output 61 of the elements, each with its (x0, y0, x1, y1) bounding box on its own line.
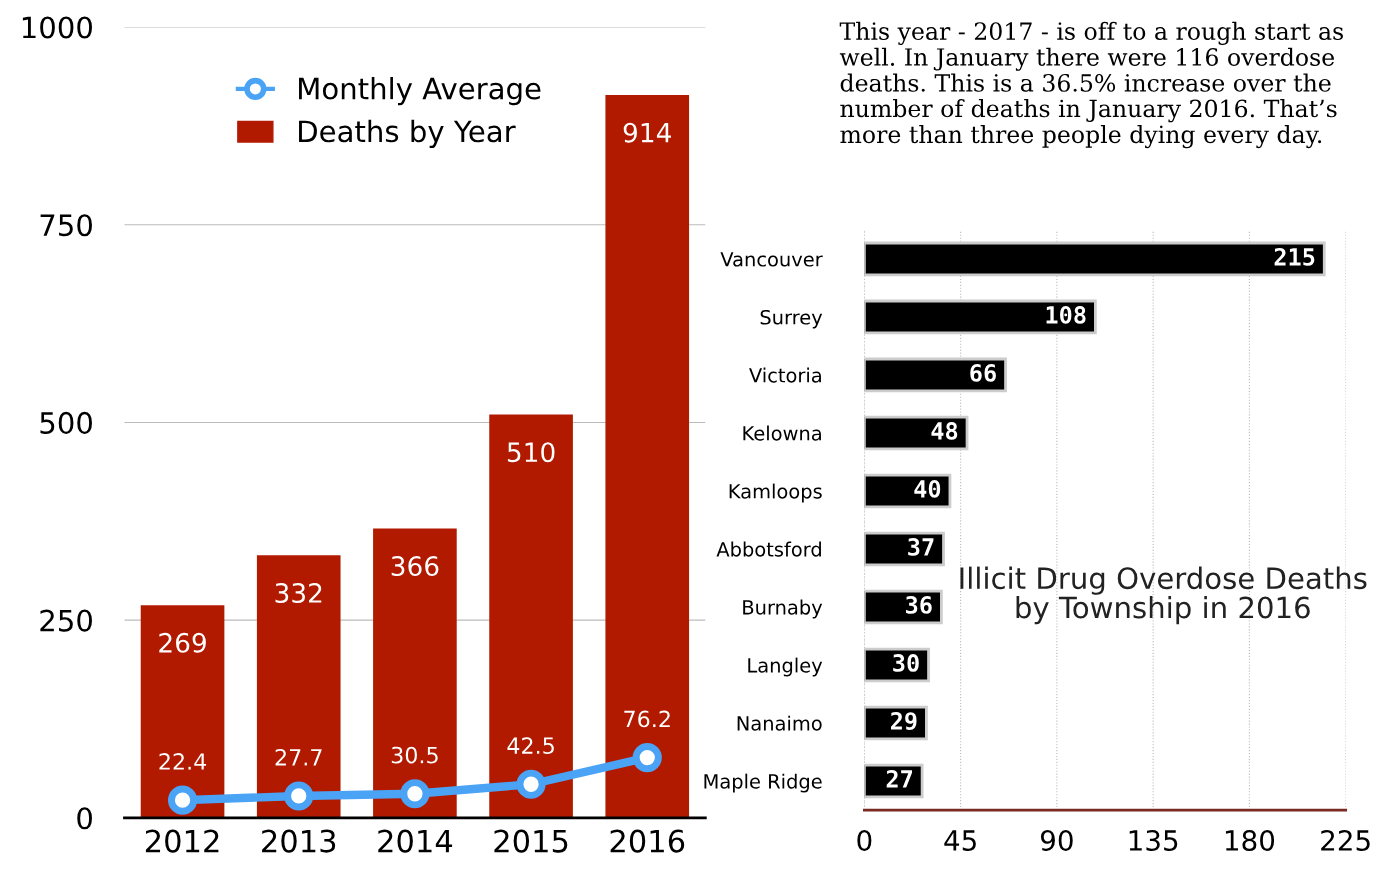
bar (140, 605, 225, 818)
y-tick-label: 1000 (22, 16, 92, 39)
data-label: 30.5 (391, 746, 438, 764)
bar (373, 528, 457, 818)
text: This year - 2017 - is off to a rough start as well. In January there were 116 overdose deaths. This is a 36.5% increase over the number of deaths in January 2016. That’s more than three people dying every day. (839, 21, 1343, 149)
x-tick-label: 2012 (145, 829, 219, 853)
data-label: 22.4 (159, 753, 207, 770)
data-label: 30 (893, 654, 919, 672)
data-label: 66 (970, 363, 996, 382)
data-label: 40 (914, 479, 941, 498)
data-label: 914 (623, 122, 671, 143)
y-tick-label: Surrey (760, 309, 823, 329)
bar (256, 555, 341, 818)
y-tick-label: Kamloops (729, 483, 822, 503)
legend-label: Deaths by Year (299, 119, 516, 149)
y-tick-label: 250 (40, 609, 92, 632)
data-label: 366 (391, 556, 439, 577)
data-label: 108 (1046, 305, 1086, 324)
x-tick-label: 2014 (378, 829, 453, 853)
bar (489, 414, 573, 818)
bar (864, 473, 952, 509)
y-tick-label: Burnaby (743, 599, 823, 619)
bar (605, 95, 690, 818)
x-tick-label: 2013 (262, 829, 336, 853)
data-label: 27 (886, 770, 913, 788)
bar (864, 415, 969, 451)
y-tick-label: 750 (40, 214, 92, 237)
x-tick-label: 90 (1040, 829, 1073, 851)
y-tick-label: Abbotsford (716, 541, 821, 557)
y-tick-label: Nanaimo (737, 715, 822, 731)
y-tick-label: Kelowna (743, 425, 821, 441)
data-label: 42.5 (507, 737, 554, 755)
x-tick-label: 2016 (610, 829, 685, 853)
legend-label: Monthly Average (299, 76, 541, 106)
bar (864, 299, 1097, 335)
y-tick-label: Victoria (749, 367, 821, 383)
text: Illicit Drug Overdose Deaths by Township in 2016 (960, 566, 1367, 625)
x-tick-label: 225 (1321, 829, 1370, 851)
data-label: 37 (908, 537, 934, 556)
data-label: 215 (1274, 247, 1315, 266)
x-tick-label: 135 (1129, 829, 1178, 851)
x-tick-label: 45 (944, 830, 976, 851)
bar (864, 241, 1326, 277)
y-tick-label: Vancouver (720, 252, 823, 267)
data-label: 27.7 (275, 748, 322, 766)
data-label: 76.2 (624, 710, 670, 728)
y-tick-label: Maple Ridge (704, 773, 822, 793)
data-label: 332 (275, 583, 322, 603)
x-tick-label: 180 (1225, 829, 1275, 851)
bar (864, 357, 1007, 393)
y-tick-label: Langley (748, 657, 823, 677)
data-label: 36 (906, 595, 932, 614)
x-tick-label: 2015 (494, 829, 568, 853)
data-label: 269 (159, 632, 206, 653)
bar (864, 531, 945, 567)
data-label: 48 (931, 421, 958, 440)
y-tick-label: 500 (40, 411, 92, 434)
data-label: 29 (890, 712, 917, 730)
data-label: 510 (507, 442, 555, 463)
x-tick-label: 0 (857, 829, 872, 851)
y-tick-label: 0 (77, 807, 92, 830)
